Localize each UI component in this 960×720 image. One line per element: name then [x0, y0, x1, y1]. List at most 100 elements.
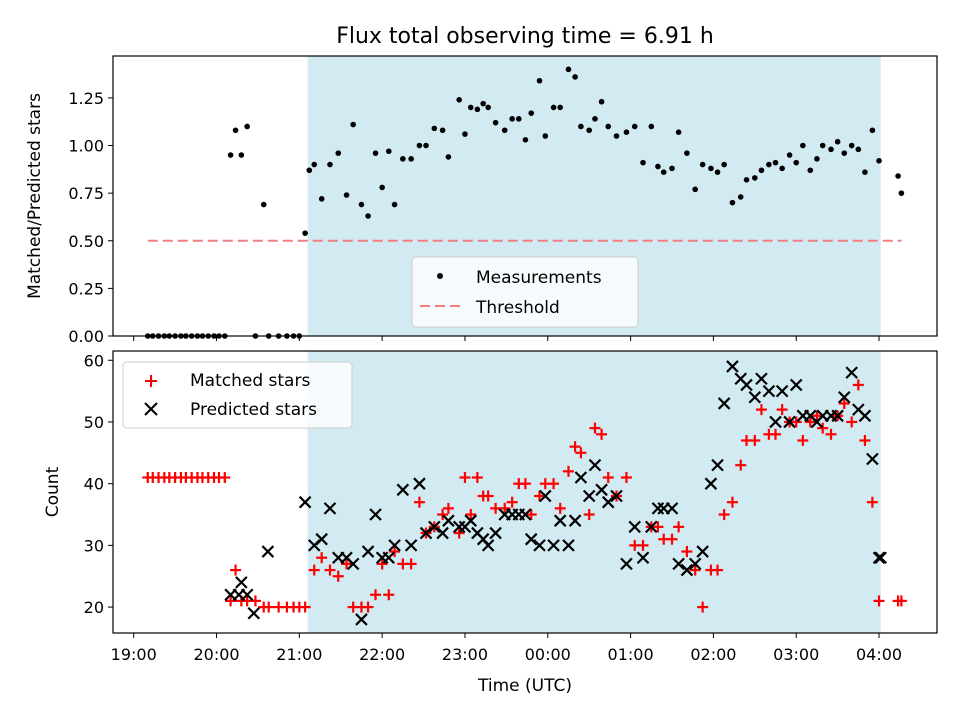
matched-star-point — [453, 527, 465, 539]
matched-star-point — [249, 595, 261, 607]
bottom-y-tick-label: 30 — [84, 536, 104, 555]
matched-star-point — [405, 558, 417, 570]
predicted-star-point — [680, 563, 694, 577]
predicted-star-point — [582, 489, 596, 503]
matched-star-point — [652, 521, 664, 533]
measurement-point — [729, 199, 736, 206]
matched-star-point — [437, 509, 449, 521]
x-tick-label: 23:00 — [442, 645, 488, 664]
top-y-tick-label: 0.00 — [68, 327, 104, 346]
bottom-y-tick-label: 50 — [84, 413, 104, 432]
matched-star-point — [569, 441, 581, 453]
matched-star-point — [726, 496, 738, 508]
top-legend-box — [411, 256, 639, 328]
measurement-point — [605, 123, 612, 130]
matched-star-point — [370, 589, 382, 601]
measurement-point — [467, 104, 474, 111]
top-y-axis-label: Matched/Predicted stars — [25, 93, 45, 299]
predicted-star-point — [261, 545, 275, 558]
matched-star-point — [776, 404, 788, 416]
measurement-point — [841, 150, 848, 156]
measurement-point — [655, 163, 661, 170]
measurement-point — [416, 142, 423, 149]
measurement-point — [536, 77, 543, 84]
bottom-axes-frame — [112, 350, 938, 634]
predicted-star-point — [489, 526, 502, 540]
predicted-star-point — [831, 409, 844, 423]
bottom-y-tick-label: 40 — [84, 475, 104, 494]
matched-star-point — [324, 564, 336, 576]
matched-star-point — [499, 502, 511, 514]
measurement-point — [232, 127, 239, 134]
matched-star-point — [533, 490, 545, 502]
measurement-point — [501, 127, 508, 134]
predicted-star-point — [539, 489, 552, 503]
predicted-star-point — [688, 557, 702, 571]
matched-star-point — [465, 509, 477, 521]
x-tick-label: 01:00 — [608, 645, 654, 664]
measurement-point — [474, 106, 481, 113]
measurement-point — [819, 142, 826, 149]
measurement-point — [699, 161, 706, 168]
matched-star-point — [838, 397, 850, 409]
measurement-point — [648, 123, 655, 130]
matched-star-point — [299, 601, 311, 613]
top-y-tick-label: 0.50 — [68, 232, 104, 251]
measurement-point — [623, 129, 630, 135]
measurement-point — [758, 167, 765, 174]
x-tick-label: 00:00 — [525, 645, 571, 664]
legend-predicted-marker — [144, 402, 158, 416]
legend-matched-label: Matched stars — [190, 371, 310, 391]
predicted-star-point — [672, 557, 685, 571]
top-legend: Measurements Threshold — [411, 256, 639, 328]
matched-star-point — [852, 379, 864, 391]
top-y-tick-label: 1.00 — [68, 137, 104, 156]
matched-star-point — [471, 471, 483, 483]
measurement-point — [311, 161, 318, 168]
matched-star-point — [866, 496, 878, 508]
matched-star-point — [620, 471, 632, 483]
predicted-star-point — [595, 483, 608, 497]
measurement-point — [752, 175, 758, 181]
predicted-star-point — [628, 520, 642, 534]
measurement-point — [586, 127, 592, 134]
top-y-tick-label: 1.25 — [68, 89, 104, 108]
matched-star-point — [825, 428, 837, 440]
measurement-point — [408, 156, 414, 162]
predicted-star-point — [436, 526, 449, 540]
matched-star-point — [413, 496, 425, 508]
matched-star-point — [846, 416, 858, 428]
measurement-point — [660, 169, 667, 175]
measurement-point — [379, 184, 385, 191]
measurement-point — [343, 192, 350, 198]
matched-star-point — [589, 422, 601, 434]
predicted-star-point — [464, 514, 478, 527]
measurement-point — [895, 173, 901, 179]
matched-star-point — [459, 471, 471, 483]
predicted-star-point — [524, 532, 538, 546]
x-tick-label: 19:00 — [111, 645, 157, 664]
matched-star-point — [689, 564, 701, 576]
x-tick-label: 21:00 — [276, 645, 322, 664]
top-y-ticks: 0.00 0.25 0.50 0.75 1.00 1.25 — [68, 89, 880, 346]
x-axis-label: Time (UTC) — [477, 676, 572, 696]
measurement-point — [869, 127, 876, 134]
measurement-point — [714, 169, 721, 175]
x-tick-label: 03:00 — [773, 645, 819, 664]
measurement-point — [692, 186, 698, 193]
predicted-star-point — [665, 502, 679, 515]
measurement-point — [800, 142, 806, 149]
measurement-point — [669, 165, 675, 172]
measurement-point — [439, 127, 446, 134]
measurement-point — [462, 131, 468, 137]
bottom-y-axis-label: Count — [43, 466, 63, 517]
predicted-star-point — [519, 508, 532, 521]
matched-star-point — [362, 601, 374, 613]
matched-star-point — [718, 509, 730, 521]
top-y-tick-label: 0.25 — [68, 279, 104, 298]
matched-star-point — [219, 471, 231, 483]
matched-star-point — [712, 564, 724, 576]
measurement-point — [766, 161, 772, 168]
predicted-star-point — [874, 551, 887, 564]
